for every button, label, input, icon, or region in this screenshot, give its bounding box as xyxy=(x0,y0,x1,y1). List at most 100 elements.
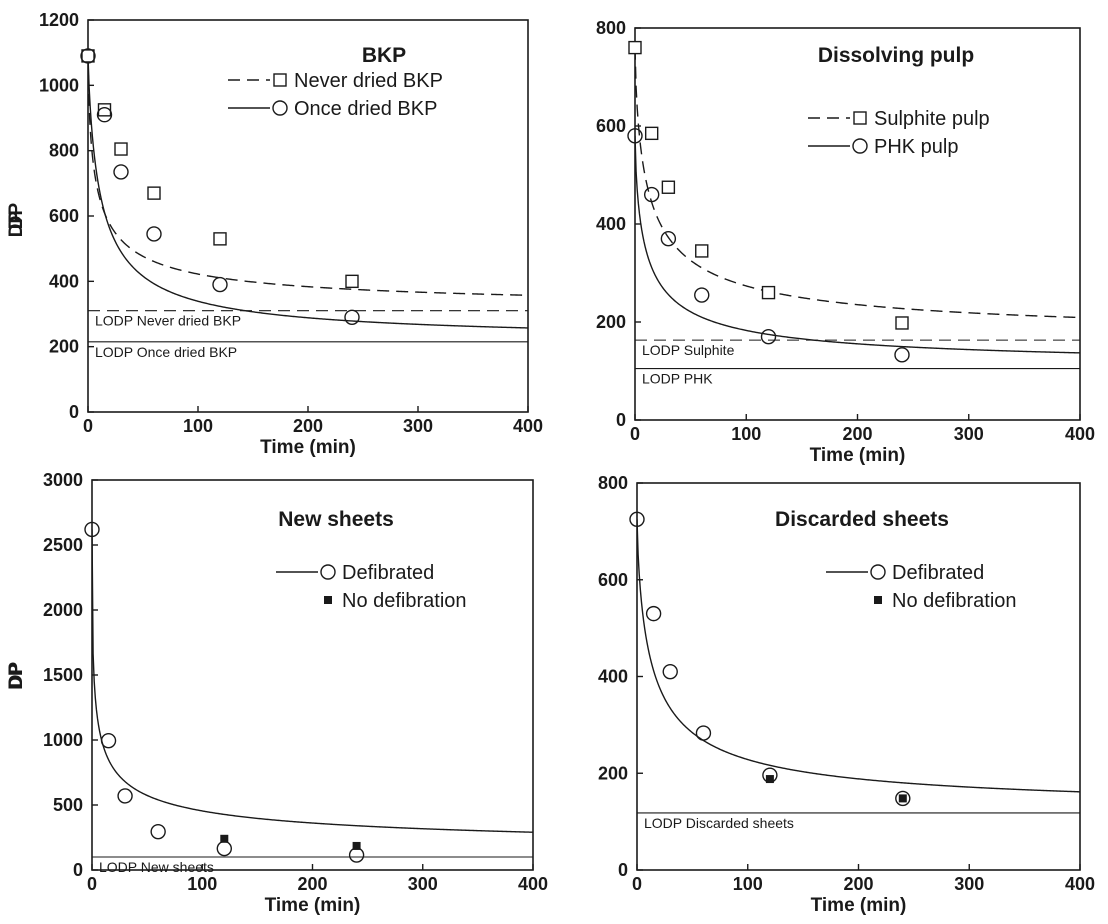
chart-panel-4: 0 100 200 300 400 0 200 400 600 800 Time (min) DP Di… xyxy=(6,473,1095,916)
chart-1-legend-label-2: Once dried BKP xyxy=(294,98,437,120)
chart-3-y-tick-label: 2000 xyxy=(43,600,83,620)
chart-1-series-2-point xyxy=(212,276,228,293)
chart-4-plot-frame xyxy=(636,482,1081,871)
chart-2-legend-marker-2 xyxy=(852,138,868,154)
chart-2-series-2-point xyxy=(694,287,710,303)
chart-3-y-tick-label: 2500 xyxy=(43,535,83,555)
chart-4-series-1-point xyxy=(695,725,712,741)
chart-3-y-tick-label: 0 xyxy=(73,860,83,880)
chart-1-x-tick-label: 400 xyxy=(513,416,543,436)
chart-1-title: BKP xyxy=(362,44,406,67)
chart-3-x-axis-title: Time (min) xyxy=(265,895,361,916)
chart-3-y-axis-title: DP xyxy=(6,661,27,688)
chart-3-title: New sheets xyxy=(278,508,394,531)
chart-1-y-tick-label: 600 xyxy=(49,206,79,226)
chart-3-series-1-point xyxy=(216,840,233,857)
chart-1-fit-curve-1 xyxy=(88,55,528,296)
chart-4-lodp-label-1: LODP Discarded sheets xyxy=(644,815,794,831)
chart-3-y-tick-label: 1500 xyxy=(43,665,83,685)
chart-1-y-tick-label: 1200 xyxy=(39,10,79,30)
chart-1-x-tick-label: 200 xyxy=(293,416,323,436)
chart-1-series-1-point xyxy=(345,274,359,289)
chart-4-legend-marker-2 xyxy=(874,596,882,604)
chart-4-y-tick-label: 0 xyxy=(618,860,628,880)
chart-4-y-axis-title: DP xyxy=(6,663,27,690)
chart-3-series-1-point xyxy=(348,847,365,863)
chart-4-x-tick-label: 300 xyxy=(954,874,984,894)
chart-3-series-2-point xyxy=(352,841,361,850)
chart-1-y-tick-label: 1000 xyxy=(39,75,79,95)
chart-panel-2: 0 100 200 300 400 0 200 400 600 800 Time (min) DP Di… xyxy=(6,18,1095,466)
chart-4-series-1-point xyxy=(645,605,662,622)
chart-2-series-1-point xyxy=(695,244,709,258)
chart-2-series-2-point xyxy=(894,347,910,363)
chart-1-series-1-point xyxy=(81,49,95,63)
chart-4-y-tick-label: 200 xyxy=(598,763,628,783)
chart-1-legend-marker-1 xyxy=(273,73,287,87)
chart-2-x-axis-title: Time (min) xyxy=(810,445,906,466)
chart-1-y-tick-label: 800 xyxy=(49,141,79,161)
chart-3-y-tick-label: 500 xyxy=(53,795,83,815)
chart-2-series-1-point xyxy=(761,285,776,300)
chart-3-y-tick-label: 3000 xyxy=(43,470,83,490)
chart-1-legend-label-1: Never dried BKP xyxy=(294,70,443,92)
chart-2-series-2-point xyxy=(660,230,677,247)
chart-4-series-1-point xyxy=(629,511,645,527)
chart-3-plot-frame xyxy=(91,479,534,871)
chart-2-series-1-point xyxy=(628,40,642,55)
chart-2-x-tick-label: 400 xyxy=(1065,424,1095,444)
chart-3-series-1-point xyxy=(84,521,100,538)
chart-1-x-tick-label: 300 xyxy=(403,416,433,436)
chart-2-title: Dissolving pulp xyxy=(818,44,974,67)
chart-2-fit-curve-1 xyxy=(635,47,1080,319)
chart-4-x-tick-label: 200 xyxy=(843,874,873,894)
chart-2-series-2-point xyxy=(627,128,643,144)
chart-3-x-tick-label: 400 xyxy=(518,874,548,894)
chart-2-legend-label-2: PHK pulp xyxy=(874,136,959,158)
chart-1-y-axis-title: DP xyxy=(6,202,27,229)
chart-4-series-1-point xyxy=(662,663,678,680)
chart-3-legend-label-2: No defibration xyxy=(342,590,467,612)
chart-4-x-tick-label: 400 xyxy=(1065,874,1095,894)
chart-2-legend-label-1: Sulphite pulp xyxy=(874,108,990,130)
chart-4-y-tick-label: 800 xyxy=(598,473,628,493)
chart-4-y-tick-label: 400 xyxy=(598,667,628,687)
chart-1-series-1-point xyxy=(147,186,161,200)
chart-1-series-1-point xyxy=(97,103,112,117)
chart-2-y-tick-label: 600 xyxy=(596,116,626,136)
chart-4-title: Discarded sheets xyxy=(775,508,949,531)
chart-2-y-tick-label: 400 xyxy=(596,214,626,234)
chart-3-series-2-point xyxy=(220,834,229,843)
chart-3-x-tick-label: 200 xyxy=(297,874,327,894)
chart-1-lodp-label-2: LODP Once dried BKP xyxy=(95,344,237,360)
chart-1-fit-curve-2 xyxy=(88,55,528,329)
chart-2-series-1-point xyxy=(661,180,676,194)
chart-2-x-tick-label: 300 xyxy=(954,424,984,444)
chart-3-x-tick-label: 300 xyxy=(408,874,438,894)
chart-1-y-tick-label: 400 xyxy=(49,271,79,291)
chart-3-series-1-point xyxy=(100,732,117,749)
chart-1-x-axis-title: Time (min) xyxy=(260,437,356,458)
chart-3-series-1-point xyxy=(150,823,166,840)
chart-1-y-tick-label: 200 xyxy=(49,337,79,357)
chart-2-series-2-point xyxy=(760,329,777,345)
chart-1-legend-marker-2 xyxy=(272,100,288,116)
chart-3-fit-curve-1 xyxy=(92,529,533,833)
chart-4-series-1-point xyxy=(895,790,911,807)
chart-3-lodp-label-1: LODP New sheets xyxy=(99,859,214,875)
chart-4-legend-marker-1 xyxy=(870,564,886,580)
chart-4-x-axis-title: Time (min) xyxy=(811,895,907,916)
chart-3-legend-marker-2 xyxy=(324,596,332,604)
chart-4-y-tick-label: 600 xyxy=(598,570,628,590)
chart-2-y-tick-label: 800 xyxy=(596,18,626,38)
chart-1-x-tick-label: 0 xyxy=(83,416,93,436)
chart-2-x-tick-label: 100 xyxy=(731,424,761,444)
chart-2-y-axis-title: DP xyxy=(6,210,27,237)
chart-2-x-tick-label: 0 xyxy=(630,424,640,444)
chart-2-lodp-label-2: LODP PHK xyxy=(642,371,713,387)
chart-4-fit-curve-1 xyxy=(637,519,1080,793)
chart-2-fit-curve-2 xyxy=(635,135,1080,354)
chart-4-legend-label-1: Defibrated xyxy=(892,562,984,584)
chart-2-series-1-point xyxy=(644,126,659,141)
chart-1-series-2-point xyxy=(146,226,162,242)
